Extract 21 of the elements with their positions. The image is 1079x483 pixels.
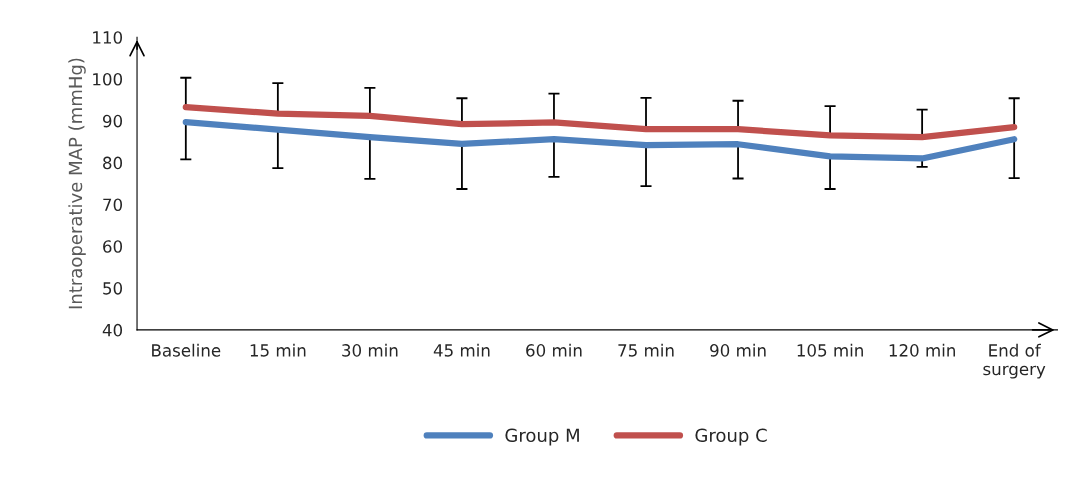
y-tick-label: 60 xyxy=(103,240,123,253)
x-tick-label: 30 min xyxy=(342,343,398,357)
y-tick-label: 100 xyxy=(93,72,123,86)
y-tick-label: 50 xyxy=(103,282,123,295)
x-tick-label: End of surgery xyxy=(983,343,1046,379)
x-tick-label: 105 min xyxy=(797,343,863,357)
y-tick-label: 80 xyxy=(103,156,123,170)
x-tick-label: 15 min xyxy=(250,343,306,357)
x-tick-label: 120 min xyxy=(889,343,955,357)
y-tick-label: 40 xyxy=(102,323,123,337)
y-tick-label: 70 xyxy=(103,198,123,212)
x-tick-label: Baseline xyxy=(152,343,221,357)
y-tick-label: 90 xyxy=(102,114,123,128)
y-tick-label: 110 xyxy=(93,31,123,44)
x-tick-label: 75 min xyxy=(618,343,674,357)
x-tick-label: 90 min xyxy=(710,343,766,357)
y-axis-title: Intraoperative MAP (mmHg) xyxy=(68,58,86,309)
x-tick-label: 60 min xyxy=(526,343,582,357)
x-tick-label: 45 min xyxy=(433,343,490,357)
legend-label: Group M xyxy=(505,428,579,446)
legend-label: Group C xyxy=(695,428,767,446)
